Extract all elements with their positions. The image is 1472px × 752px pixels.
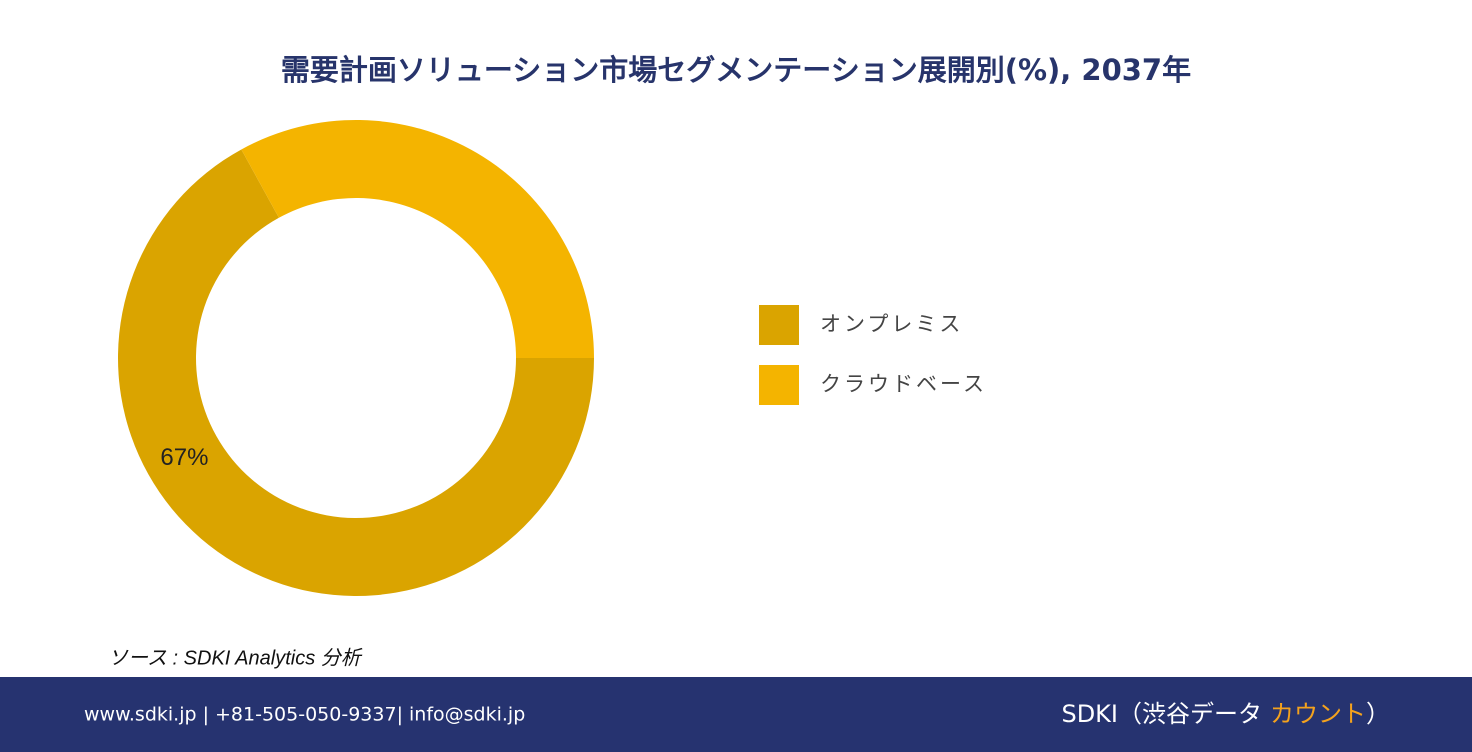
- donut-segment: [241, 120, 594, 358]
- brand-highlight: カウント: [1270, 700, 1366, 728]
- brand: SDKI（渋谷データ: [1061, 700, 1262, 728]
- footer-bar: [0, 677, 1472, 752]
- source: ソース : SDKI Analytics 分析: [108, 647, 363, 669]
- legend-swatch: [759, 365, 799, 405]
- brand-end: ）: [1366, 700, 1390, 728]
- chart-title: 需要計画ソリューション市場セグメンテーション展開別(%), 2037年: [281, 53, 1191, 87]
- legend-label: クラウドベース: [820, 372, 987, 396]
- legend-swatch: [759, 305, 799, 345]
- footer-contact: www.sdki.jp | +81-505-050-9337| info@sdk…: [84, 704, 525, 726]
- legend-label: オンプレミス: [820, 312, 963, 336]
- donut-segment: [118, 149, 594, 596]
- data-label: 67%: [160, 444, 208, 471]
- footer-brand: SDKI（渋谷データ カウント）: [1061, 700, 1390, 728]
